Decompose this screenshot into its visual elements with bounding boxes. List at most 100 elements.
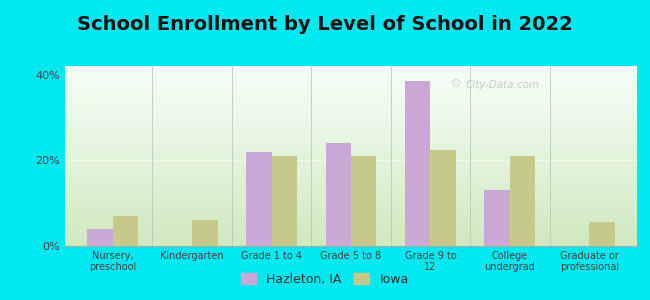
Bar xyxy=(65,186,637,187)
Bar xyxy=(65,235,637,236)
Bar xyxy=(65,73,637,74)
Bar xyxy=(65,167,637,168)
Bar xyxy=(430,150,456,246)
Bar xyxy=(65,194,637,195)
Bar xyxy=(65,232,637,233)
Bar xyxy=(65,234,637,235)
Bar xyxy=(65,184,637,185)
Bar xyxy=(65,87,637,88)
Bar xyxy=(65,215,637,216)
Bar xyxy=(65,211,637,212)
Bar xyxy=(65,199,637,200)
Bar xyxy=(65,144,637,145)
Bar xyxy=(65,228,637,229)
Bar xyxy=(65,147,637,148)
Bar xyxy=(65,143,637,144)
Bar xyxy=(65,180,637,181)
Bar xyxy=(65,227,637,228)
Bar xyxy=(65,129,637,130)
Bar xyxy=(65,71,637,72)
Bar xyxy=(65,145,637,146)
Bar xyxy=(65,209,637,210)
Bar xyxy=(65,156,637,157)
Bar xyxy=(65,195,637,196)
Bar xyxy=(65,79,637,80)
Bar xyxy=(65,217,637,218)
Bar xyxy=(65,146,637,147)
Bar xyxy=(65,226,637,227)
Bar xyxy=(65,223,637,224)
Bar xyxy=(65,110,637,111)
Bar xyxy=(65,137,637,138)
Bar xyxy=(65,122,637,123)
Bar xyxy=(65,225,637,226)
Bar xyxy=(65,222,637,223)
Bar xyxy=(65,155,637,156)
Bar xyxy=(484,190,510,246)
Bar xyxy=(65,151,637,152)
Bar xyxy=(65,233,637,234)
Bar xyxy=(65,134,637,135)
Bar xyxy=(65,78,637,79)
Text: City-Data.com: City-Data.com xyxy=(465,80,540,90)
Bar xyxy=(65,104,637,105)
Bar xyxy=(65,164,637,165)
Bar xyxy=(65,174,637,175)
Bar xyxy=(65,135,637,136)
Bar xyxy=(65,191,637,192)
Bar xyxy=(65,139,637,140)
Bar xyxy=(65,183,637,184)
Bar xyxy=(65,89,637,90)
Bar xyxy=(65,77,637,78)
Bar xyxy=(65,158,637,159)
Text: School Enrollment by Level of School in 2022: School Enrollment by Level of School in … xyxy=(77,14,573,34)
Bar xyxy=(65,175,637,176)
Bar xyxy=(65,210,637,211)
Bar xyxy=(65,150,637,151)
Bar xyxy=(65,105,637,106)
Bar xyxy=(65,91,637,92)
Bar xyxy=(65,127,637,128)
Bar xyxy=(272,156,297,246)
Bar xyxy=(65,132,637,133)
Bar xyxy=(65,241,637,242)
Bar xyxy=(65,68,637,69)
Bar xyxy=(65,111,637,112)
Bar xyxy=(65,230,637,231)
Bar xyxy=(65,214,637,215)
Bar xyxy=(65,81,637,82)
Bar xyxy=(65,96,637,97)
Bar xyxy=(65,149,637,150)
Bar xyxy=(65,229,637,230)
Bar xyxy=(65,136,637,137)
Bar xyxy=(65,160,637,161)
Bar xyxy=(65,153,637,154)
Bar xyxy=(65,242,637,243)
Bar xyxy=(65,86,637,87)
Bar xyxy=(65,97,637,98)
Bar xyxy=(326,143,351,246)
Bar xyxy=(65,112,637,113)
Bar xyxy=(65,108,637,109)
Bar xyxy=(65,117,637,118)
Bar xyxy=(65,76,637,77)
Bar xyxy=(65,187,637,188)
Bar xyxy=(65,90,637,91)
Bar xyxy=(65,123,637,124)
Bar xyxy=(65,243,637,244)
Bar xyxy=(65,141,637,142)
Bar xyxy=(65,231,637,232)
Bar xyxy=(65,126,637,127)
Bar xyxy=(65,236,637,237)
Bar xyxy=(65,163,637,164)
Bar xyxy=(65,100,637,101)
Bar xyxy=(65,216,637,217)
Bar xyxy=(65,198,637,199)
Bar xyxy=(65,201,637,202)
Bar xyxy=(65,245,637,246)
Bar xyxy=(65,205,637,206)
Bar xyxy=(65,109,637,110)
Bar xyxy=(65,93,637,94)
Bar xyxy=(65,69,637,70)
Bar xyxy=(65,130,637,131)
